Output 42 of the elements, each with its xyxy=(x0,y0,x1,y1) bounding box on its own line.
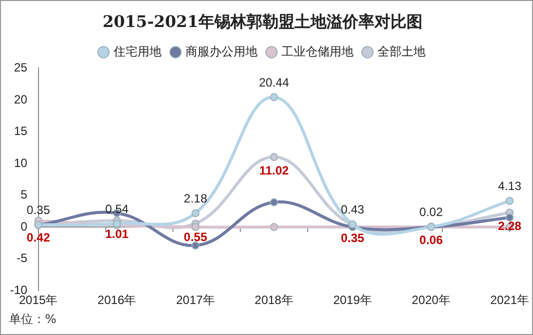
x-tick-label: 2016年 xyxy=(98,293,136,308)
point xyxy=(270,93,278,102)
legend-label: 工业仓储用地 xyxy=(282,44,354,59)
x-tick-label: 2018年 xyxy=(254,293,294,308)
data-label: 2.18 xyxy=(184,192,208,206)
data-label: 4.13 xyxy=(498,179,522,194)
data-label: 0.54 xyxy=(105,202,129,216)
legend-label: 全部土地 xyxy=(378,44,426,59)
y-tick-label: 25 xyxy=(14,60,28,75)
y-tick-label: 5 xyxy=(20,188,28,202)
y-tick-label: 0 xyxy=(20,219,28,234)
data-label: 0.55 xyxy=(184,230,208,244)
y-tick-label: -5 xyxy=(16,251,28,266)
x-tick-label: 2019年 xyxy=(333,293,372,308)
point xyxy=(270,198,278,206)
data-label: 0.06 xyxy=(419,232,444,247)
data-label: 20.44 xyxy=(258,75,290,90)
point xyxy=(191,223,200,232)
point xyxy=(270,153,278,162)
legend-label: 住宅用地 xyxy=(112,44,162,59)
point xyxy=(270,223,278,232)
legend-label: 商服办公用地 xyxy=(186,44,258,59)
point xyxy=(191,241,200,250)
data-label: 1.01 xyxy=(105,226,129,241)
chart-title: 2015-2021年锡林郭勒盟土地溢价率对比图 xyxy=(102,12,422,31)
data-label: 11.02 xyxy=(259,163,290,178)
point xyxy=(191,209,200,218)
y-tick-label: 15 xyxy=(14,124,28,138)
y-tick-label: 20 xyxy=(14,92,28,106)
point xyxy=(506,196,514,205)
x-tick-label: 2021年 xyxy=(490,293,530,308)
data-label: 2.28 xyxy=(498,218,522,233)
text: 单位：% xyxy=(9,311,56,328)
data-label: 0.42 xyxy=(26,230,50,245)
y-tick-label: 10 xyxy=(14,156,28,170)
data-label: 0.35 xyxy=(26,203,50,218)
data-label: 0.43 xyxy=(340,202,365,217)
point xyxy=(506,214,514,222)
x-tick-label: 2017年 xyxy=(176,293,215,308)
data-label: 0.35 xyxy=(340,231,365,246)
data-label: 0.02 xyxy=(419,205,444,220)
x-tick-label: 2020年 xyxy=(412,293,450,308)
